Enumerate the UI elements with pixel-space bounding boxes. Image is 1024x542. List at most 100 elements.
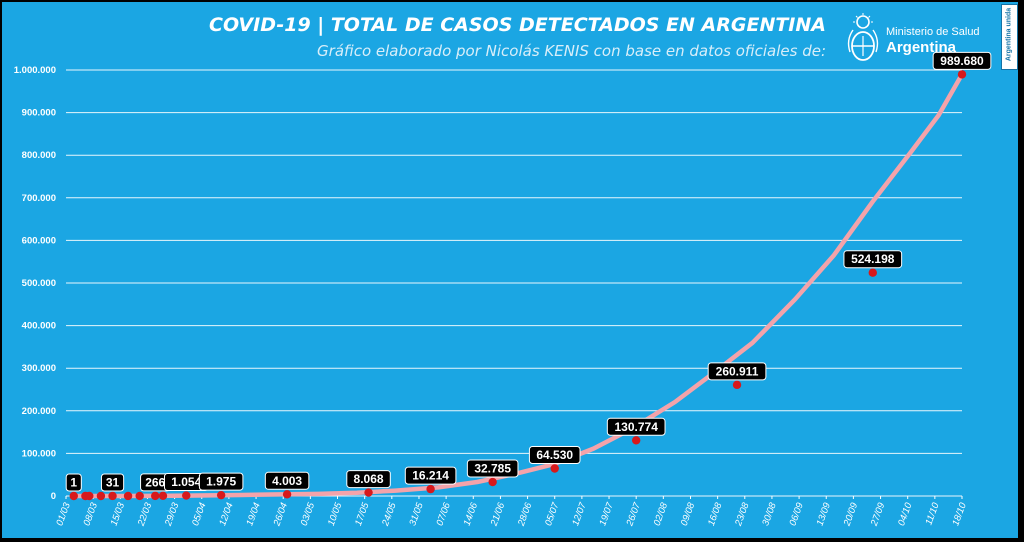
y-tick-label: 900.000 [22, 108, 56, 119]
data-label-box [843, 250, 903, 269]
data-label-text: 266 [145, 475, 165, 489]
y-tick-label: 800.000 [22, 150, 56, 161]
x-tick-label: 12/04 [217, 501, 235, 527]
x-tick-label: 11/10 [923, 501, 941, 527]
x-tick-label: 27/09 [869, 501, 888, 529]
x-tick-label: 05/04 [190, 501, 208, 527]
ministry-name: Ministerio de Salud [886, 26, 980, 38]
chart-subtitle: Gráfico elaborado por Nicolás KENIS con … [317, 42, 826, 60]
x-tick-label: 01/03 [54, 501, 73, 528]
data-label: 4.003 [264, 471, 310, 490]
data-point [123, 491, 133, 501]
y-tick-label: 0 [51, 491, 56, 502]
data-point [135, 491, 144, 501]
y-tick-label: 600.000 [22, 235, 56, 246]
argentina-unida-badge: Argentina unida [1001, 4, 1018, 70]
x-tick-label: 20/09 [841, 501, 860, 529]
data-point [158, 491, 168, 500]
x-tick-label: 08/03 [82, 501, 101, 528]
data-label: 266 [140, 473, 171, 492]
data-label-text: 524.198 [851, 252, 895, 266]
x-tick-label: 23/08 [733, 501, 752, 529]
ministry-logo: Ministerio de Salud Argentina [844, 12, 984, 68]
data-label: 1 [65, 473, 82, 492]
x-tick-label: 31/05 [407, 501, 426, 528]
data-point [868, 268, 877, 277]
x-tick-label: 03/05 [299, 501, 318, 528]
x-tick-label: 24/05 [380, 501, 399, 529]
data-point [282, 490, 292, 499]
coat-of-arms-icon [847, 13, 879, 61]
x-tick-label: 19/07 [597, 501, 616, 528]
series-line [71, 72, 965, 499]
x-tick-label: 13/09 [815, 501, 834, 528]
data-label: 260.911 [707, 362, 767, 381]
x-tick-label: 12/07 [570, 501, 589, 528]
data-label-text: 989.680 [940, 54, 984, 68]
data-label: 130.774 [606, 417, 666, 436]
x-tick-label: 04/10 [896, 501, 915, 528]
x-tick-label: 02/08 [652, 501, 671, 528]
x-tick-label: 28/06 [516, 501, 535, 529]
data-label-text: 8.068 [354, 472, 384, 486]
data-label-text: 260.911 [716, 364, 759, 378]
data-label-box [932, 51, 992, 70]
country-name: Argentina [886, 39, 957, 56]
data-point [216, 490, 226, 500]
y-tick-label: 700.000 [22, 193, 56, 204]
x-tick-label: 17/05 [353, 501, 372, 528]
x-tick-label: 26/04 [271, 501, 290, 528]
x-tick-label: 21/06 [488, 501, 507, 529]
y-tick-label: 300.000 [22, 363, 56, 374]
data-point [426, 484, 435, 494]
y-tick-label: 500.000 [22, 278, 56, 289]
data-label: 32.785 [466, 459, 519, 478]
data-point [151, 491, 160, 501]
data-label-box [606, 417, 666, 436]
data-point [182, 491, 191, 500]
data-label: 8.068 [346, 470, 391, 489]
data-point [364, 488, 373, 497]
x-tick-label: 07/06 [434, 501, 453, 528]
data-label-box [404, 466, 457, 485]
x-tick-label: 05/07 [543, 501, 562, 528]
data-label-box [466, 459, 519, 478]
x-tick-label: 15/03 [109, 501, 128, 528]
data-label-text: 1.054 [171, 475, 201, 489]
data-label: 989.680 [932, 51, 992, 70]
data-label-text: 64.530 [536, 448, 573, 462]
data-label-text: 32.785 [474, 462, 511, 476]
data-point [108, 491, 117, 501]
data-label-box [264, 471, 310, 490]
data-label-text: 4.003 [272, 474, 302, 488]
data-point [488, 477, 497, 487]
y-tick-label: 400.000 [22, 321, 56, 332]
x-tick-label: 16/08 [706, 501, 725, 528]
x-tick-label: 30/08 [760, 501, 779, 528]
data-label-box [707, 362, 767, 381]
data-label: 1.975 [198, 472, 244, 491]
data-label: 524.198 [843, 250, 903, 269]
x-tick-label: 14/06 [462, 501, 481, 528]
x-tick-label: 09/08 [679, 501, 698, 528]
data-label: 16.214 [404, 466, 457, 485]
data-label-text: 1 [70, 475, 77, 489]
x-tick-label: 26/07 [624, 501, 643, 529]
data-label-text: 1.975 [206, 475, 236, 489]
x-tick-label: 06/09 [787, 501, 806, 528]
x-tick-label: 10/05 [326, 501, 345, 528]
data-label: 64.530 [528, 446, 581, 465]
data-label-box [346, 470, 391, 489]
data-label-box [100, 473, 125, 492]
data-point [631, 436, 641, 445]
data-label-text: 130.774 [614, 420, 658, 434]
y-tick-label: 200.000 [22, 406, 56, 417]
data-label: 31 [100, 473, 125, 492]
y-tick-label: 1.000.000 [14, 65, 56, 76]
data-point [550, 464, 559, 473]
data-label-text: 31 [106, 475, 120, 489]
data-label-box [65, 473, 82, 492]
chart-title: COVID-19 | TOTAL DE CASOS DETECTADOS EN … [209, 14, 826, 36]
